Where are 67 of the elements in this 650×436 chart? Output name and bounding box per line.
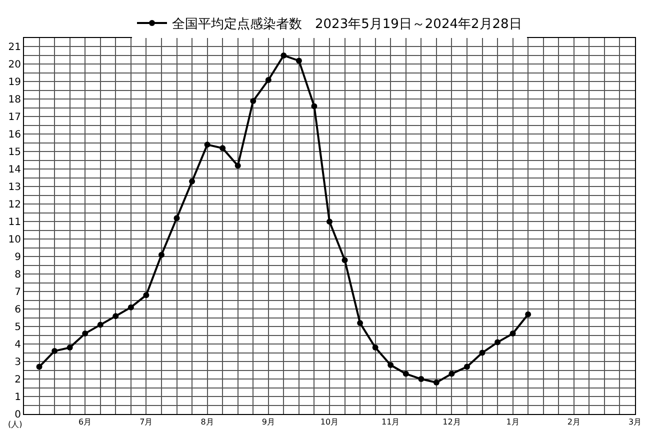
point (342, 257, 348, 264)
y-tick-label: 14 (8, 164, 21, 176)
y-tick-label: 12 (8, 200, 21, 211)
y-tick-label: 4 (14, 340, 21, 351)
point (97, 322, 104, 328)
point (525, 311, 532, 318)
x-tick-label: 1月 (506, 418, 520, 427)
y-tick-label: 10 (8, 234, 21, 246)
x-tick-label: 11月 (382, 418, 400, 427)
y-tick-label: 16 (8, 130, 21, 141)
y-tick-label: 2 (14, 374, 21, 386)
point (250, 98, 256, 104)
y-tick-label: 8 (14, 270, 21, 281)
y-tick-label: 3 (14, 357, 21, 368)
point (36, 364, 42, 370)
y-tick-label: 7 (14, 287, 21, 298)
y-tick-label: 20 (8, 60, 21, 71)
point (296, 58, 302, 64)
point (357, 320, 364, 326)
y-tick-label: 19 (8, 77, 21, 88)
y-tick-label: 1 (14, 392, 21, 404)
point (82, 330, 88, 337)
point (448, 370, 455, 377)
x-tick-label: 7月 (140, 418, 153, 427)
point (158, 252, 164, 258)
point (311, 103, 318, 110)
point (494, 339, 501, 346)
point (402, 370, 409, 377)
y-tick-label: 5 (14, 322, 21, 334)
point (464, 364, 470, 370)
point (220, 145, 226, 152)
x-tick-label: 10月 (320, 418, 339, 427)
y-axis-title: (人) (8, 420, 22, 429)
point (510, 330, 516, 337)
x-tick-label: 8月 (200, 418, 214, 427)
point (128, 304, 134, 310)
point (388, 362, 394, 368)
y-tick-label: 21 (8, 42, 21, 54)
point (112, 313, 119, 320)
point (265, 76, 272, 83)
point (66, 344, 73, 351)
y-tick-label: 9 (14, 252, 21, 264)
y-tick-label: 0 (14, 410, 21, 420)
x-tick-label: 2月 (567, 418, 580, 427)
point (418, 376, 424, 382)
x-tick-label: 9月 (262, 418, 275, 427)
point (234, 162, 241, 169)
point (174, 215, 180, 222)
point (280, 52, 287, 58)
point (189, 178, 196, 184)
point (479, 350, 486, 356)
point (326, 218, 332, 225)
point (433, 380, 440, 386)
y-tick-label: 17 (8, 112, 21, 124)
x-tick-label: 6月 (78, 418, 92, 427)
y-tick-label: 18 (8, 94, 21, 106)
legend-label: 全国平均定点感染者数 2023年5月19日～2024年2月28日 (172, 17, 522, 32)
point (52, 348, 58, 354)
point (143, 292, 150, 298)
point (204, 142, 210, 148)
x-tick-label: 12月 (442, 418, 461, 427)
y-tick-label: 13 (8, 182, 21, 194)
point (372, 344, 378, 351)
x-tick-label: 3月 (628, 418, 642, 427)
y-tick-label: 15 (8, 147, 21, 158)
y-tick-label: 11 (8, 217, 21, 228)
y-tick-label: 6 (14, 304, 21, 316)
